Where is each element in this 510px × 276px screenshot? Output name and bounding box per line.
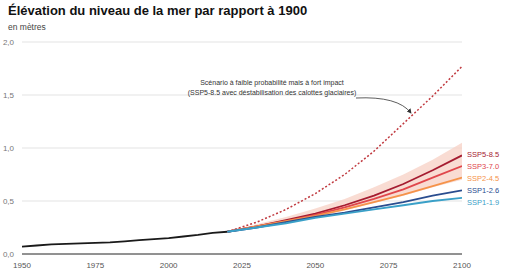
svg-text:2,0: 2,0 bbox=[8, 38, 15, 47]
svg-text:2000: 2000 bbox=[160, 261, 178, 270]
svg-text:SSP5-8.5: SSP5-8.5 bbox=[467, 150, 499, 159]
svg-text:0,0: 0,0 bbox=[8, 250, 15, 259]
svg-text:2025: 2025 bbox=[233, 261, 251, 270]
svg-text:2050: 2050 bbox=[306, 261, 324, 270]
svg-text:(SSP5-8.5 avec déstabilisation: (SSP5-8.5 avec déstabilisation des calot… bbox=[188, 89, 356, 97]
svg-text:0,5: 0,5 bbox=[8, 197, 15, 206]
svg-text:2075: 2075 bbox=[380, 261, 398, 270]
html-text:en mètres: en mètres bbox=[8, 22, 46, 32]
html-text:Élévation du niveau de la mer: Élévation du niveau de la mer par rappor… bbox=[8, 3, 308, 18]
svg-text:1975: 1975 bbox=[86, 261, 104, 270]
svg-text:SSP1-2.6: SSP1-2.6 bbox=[467, 186, 499, 195]
svg-text:1,5: 1,5 bbox=[8, 91, 15, 100]
svg-text:1950: 1950 bbox=[13, 261, 31, 270]
svg-text:2100: 2100 bbox=[453, 261, 471, 270]
svg-text:1,0: 1,0 bbox=[8, 144, 15, 153]
svg-text:Scénario à faible probabilité: Scénario à faible probabilité mais à for… bbox=[200, 79, 344, 87]
svg-text:SSP3-7.0: SSP3-7.0 bbox=[467, 162, 499, 171]
svg-text:SSP2-4.5: SSP2-4.5 bbox=[467, 174, 499, 183]
svg-text:SSP1-1.9: SSP1-1.9 bbox=[467, 198, 499, 207]
